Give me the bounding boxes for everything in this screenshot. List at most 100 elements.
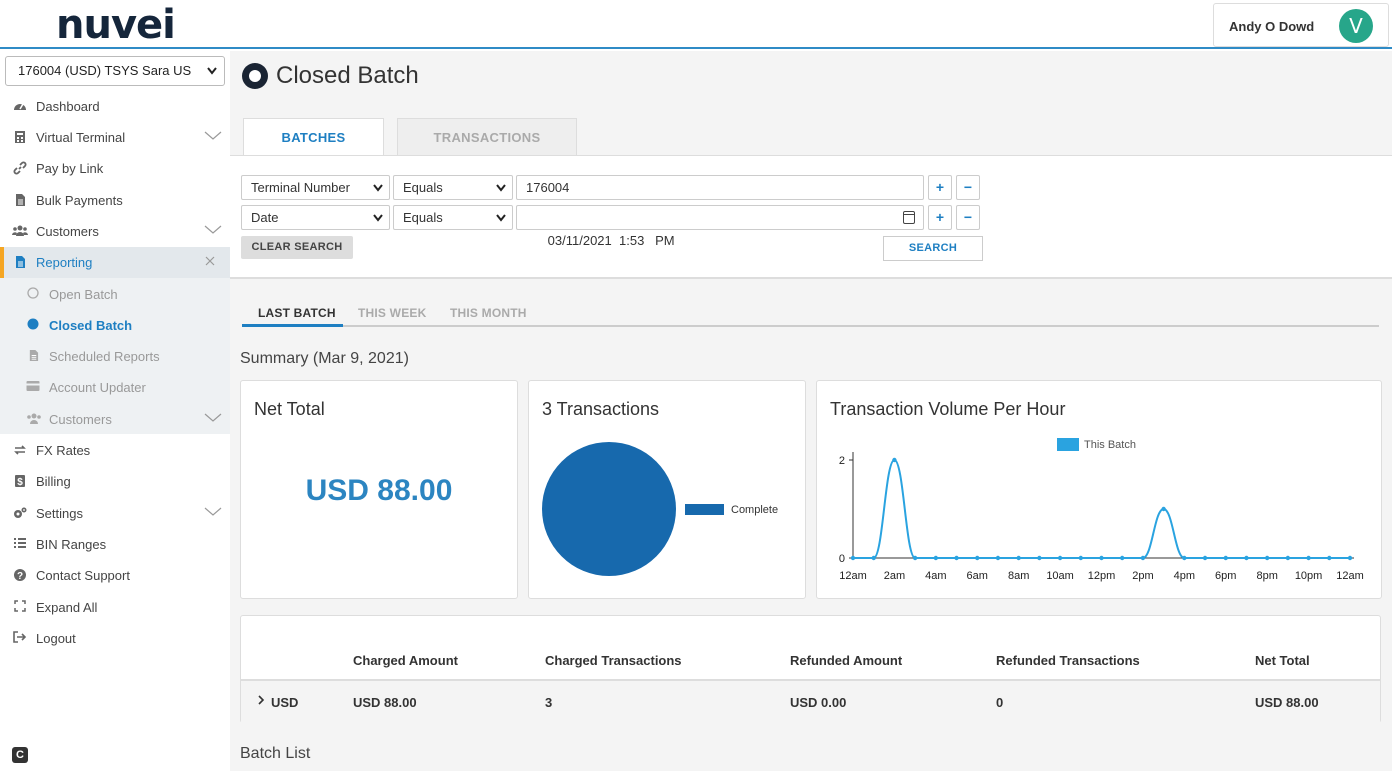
summary-table: Charged Amount Charged Transactions Refu… xyxy=(240,615,1381,723)
data-point[interactable] xyxy=(1306,555,1311,561)
submenu-item-label: Open Batch xyxy=(49,287,118,302)
calculator-icon xyxy=(12,130,28,146)
x-tick-label: 6am xyxy=(967,570,988,582)
data-point[interactable] xyxy=(1182,555,1187,561)
submenu-item-scheduled-reports[interactable]: Scheduled Reports xyxy=(0,341,230,372)
column-header: Charged Amount xyxy=(353,653,458,668)
filter-value-input[interactable]: 176004 xyxy=(516,175,924,200)
sidebar-item-settings[interactable]: Settings xyxy=(0,498,230,529)
submenu-item-account-updater[interactable]: Account Updater xyxy=(0,372,230,403)
merchant-select[interactable]: 176004 (USD) TSYS Sara US xyxy=(5,56,225,86)
remove-filter-button[interactable]: − xyxy=(956,205,980,230)
data-point[interactable] xyxy=(1099,555,1104,561)
chevron-down-icon[interactable] xyxy=(204,503,222,519)
svg-text:?: ? xyxy=(17,571,23,582)
data-point[interactable] xyxy=(1057,555,1063,561)
file-icon xyxy=(12,255,28,271)
data-point[interactable] xyxy=(1285,555,1291,561)
credit-card-icon xyxy=(26,380,40,394)
sidebar: 176004 (USD) TSYS Sara US Dashboard Virt… xyxy=(0,51,230,771)
data-point[interactable] xyxy=(1120,555,1125,561)
filter-field-select[interactable]: Date xyxy=(241,205,390,230)
search-button[interactable]: SEARCH xyxy=(883,236,983,261)
batch-status-icon xyxy=(242,63,268,89)
chevron-down-icon[interactable] xyxy=(204,409,222,425)
y-tick-label: 0 xyxy=(839,553,845,565)
sidebar-item-dashboard[interactable]: Dashboard xyxy=(0,91,230,122)
tab-this-month[interactable]: THIS MONTH xyxy=(450,306,527,320)
row-currency: USD xyxy=(271,695,299,710)
data-point[interactable] xyxy=(1037,555,1042,561)
data-point[interactable] xyxy=(995,555,1001,561)
data-point[interactable] xyxy=(1202,555,1208,561)
tab-transactions[interactable]: TRANSACTIONS xyxy=(397,118,577,156)
card-title: Transaction Volume Per Hour xyxy=(830,399,1066,419)
tab-batches[interactable]: BATCHES xyxy=(243,118,384,157)
data-point[interactable] xyxy=(975,555,980,561)
add-filter-button[interactable]: + xyxy=(928,205,952,230)
chevron-down-icon[interactable] xyxy=(204,127,222,143)
data-point[interactable] xyxy=(1347,555,1353,561)
user-menu[interactable]: Andy O Dowd V xyxy=(1213,3,1389,47)
data-point[interactable] xyxy=(933,555,939,561)
sidebar-item-bin-ranges[interactable]: BIN Ranges xyxy=(0,529,230,560)
chevron-right-icon[interactable] xyxy=(257,694,265,709)
add-filter-button[interactable]: + xyxy=(928,175,952,200)
tab-last-batch[interactable]: LAST BATCH xyxy=(258,306,336,320)
data-point[interactable] xyxy=(1244,555,1249,561)
data-point[interactable] xyxy=(871,555,876,561)
reporting-submenu: Open Batch Closed Batch Scheduled Report… xyxy=(0,278,230,434)
data-point[interactable] xyxy=(1223,555,1228,561)
nuvei-logo[interactable]: nuvei xyxy=(56,2,176,48)
legend-label: Complete xyxy=(731,504,778,516)
data-point[interactable] xyxy=(1078,555,1083,561)
sidebar-item-billing[interactable]: $ Billing xyxy=(0,466,230,497)
data-point[interactable] xyxy=(892,457,897,463)
submenu-item-closed-batch[interactable]: Closed Batch xyxy=(0,310,230,341)
close-icon[interactable] xyxy=(204,254,220,270)
sidebar-item-label: Bulk Payments xyxy=(36,193,123,208)
top-header: nuvei Andy O Dowd V xyxy=(0,0,1392,49)
data-point[interactable] xyxy=(912,555,918,561)
row-charged-amount: USD 88.00 xyxy=(353,695,417,710)
clear-search-button[interactable]: CLEAR SEARCH xyxy=(241,236,353,259)
sidebar-item-bulk-payments[interactable]: Bulk Payments xyxy=(0,185,230,216)
chat-widget-icon[interactable]: C xyxy=(12,747,28,763)
submenu-item-open-batch[interactable]: Open Batch xyxy=(0,279,230,310)
calendar-icon[interactable] xyxy=(903,211,915,224)
series-line xyxy=(852,458,1350,559)
legend-swatch xyxy=(1057,438,1079,451)
filter-operator-select[interactable]: Equals xyxy=(393,205,513,230)
dashboard-icon xyxy=(12,99,28,115)
sidebar-item-fx-rates[interactable]: FX Rates xyxy=(0,435,230,466)
sidebar-item-logout[interactable]: Logout xyxy=(0,623,230,654)
sidebar-item-label: Billing xyxy=(36,474,71,489)
users-icon xyxy=(26,412,41,426)
submenu-item-customers[interactable]: Customers xyxy=(0,404,230,435)
sidebar-item-customers[interactable]: Customers xyxy=(0,216,230,247)
tab-this-week[interactable]: THIS WEEK xyxy=(358,306,427,320)
remove-filter-button[interactable]: − xyxy=(956,175,980,200)
data-point[interactable] xyxy=(850,555,856,561)
data-point[interactable] xyxy=(1140,555,1146,561)
circle-outline-icon xyxy=(26,287,40,301)
data-point[interactable] xyxy=(1264,555,1270,561)
sidebar-item-pay-by-link[interactable]: Pay by Link xyxy=(0,153,230,184)
sidebar-item-reporting[interactable]: Reporting xyxy=(0,247,230,278)
data-point[interactable] xyxy=(1327,555,1332,561)
page-title: Closed Batch xyxy=(276,62,419,89)
pie-slice[interactable] xyxy=(542,442,676,576)
sidebar-item-expand-all[interactable]: Expand All xyxy=(0,592,230,623)
chevron-down-icon[interactable] xyxy=(204,221,222,237)
table-row[interactable] xyxy=(241,681,1380,723)
filter-field-select[interactable]: Terminal Number xyxy=(241,175,390,200)
sidebar-item-contact-support[interactable]: ? Contact Support xyxy=(0,560,230,591)
data-point[interactable] xyxy=(1016,555,1021,561)
date-input[interactable]: 03/11/2021 1:53 PM xyxy=(516,205,924,248)
data-point[interactable] xyxy=(954,555,959,561)
data-point[interactable] xyxy=(1161,506,1166,512)
avatar: V xyxy=(1339,9,1373,43)
filter-operator-select[interactable]: Equals xyxy=(393,175,513,200)
sidebar-item-virtual-terminal[interactable]: Virtual Terminal xyxy=(0,122,230,153)
row-refunded-transactions: 0 xyxy=(996,695,1004,710)
